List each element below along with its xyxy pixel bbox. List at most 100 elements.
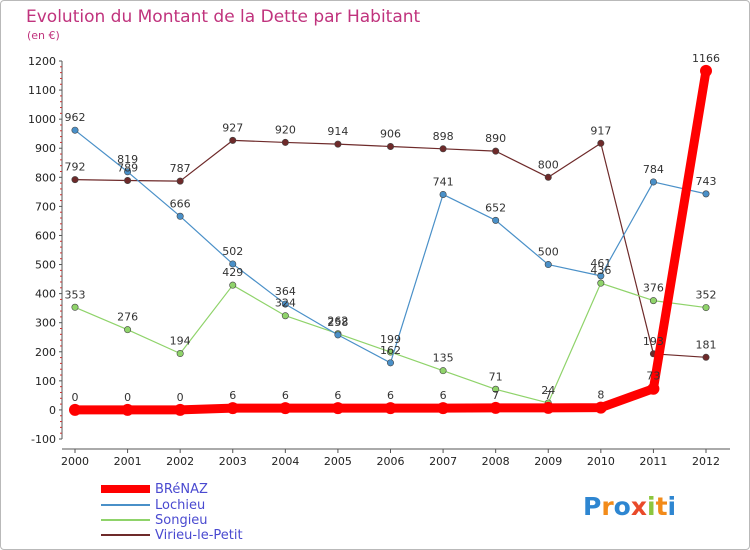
x-tick-label: 2009 [534, 455, 562, 468]
series-point [597, 139, 605, 147]
data-label: 787 [170, 162, 191, 175]
data-label: 73 [646, 370, 660, 383]
x-tick-label: 2012 [692, 455, 720, 468]
legend-label: Lochieu [155, 498, 205, 513]
series-point [124, 177, 132, 185]
series-point [492, 385, 500, 393]
data-label: 500 [538, 246, 559, 259]
y-tick-label: 1200 [28, 55, 56, 68]
series-point [124, 168, 132, 176]
series-point [71, 303, 79, 311]
data-label: 376 [643, 282, 664, 295]
series-point [492, 216, 500, 224]
series-point [121, 403, 134, 416]
y-tick-label: -100 [31, 433, 56, 446]
data-label: 199 [380, 333, 401, 346]
series-point [226, 402, 239, 415]
series-point [597, 272, 605, 280]
data-label: 962 [65, 111, 86, 124]
logo-letter: P [583, 492, 601, 521]
data-label: 262 [327, 315, 348, 328]
series-point [386, 359, 394, 367]
series-point [334, 140, 342, 148]
series-point [489, 401, 502, 414]
data-label: 927 [222, 121, 243, 134]
y-tick-label: 1000 [28, 113, 56, 126]
data-label: 0 [177, 391, 184, 404]
series-layer [69, 64, 712, 416]
series-point [331, 402, 344, 415]
data-label: 6 [440, 389, 447, 402]
x-tick-label: 2010 [587, 455, 615, 468]
series-point [702, 304, 710, 312]
data-label: 461 [590, 257, 611, 270]
logo-letter: r [601, 492, 614, 521]
series-point [437, 402, 450, 415]
series-point [281, 300, 289, 308]
series-point [71, 126, 79, 134]
data-label: 6 [334, 389, 341, 402]
data-label: 652 [485, 201, 506, 214]
series-point [281, 138, 289, 146]
x-tick-label: 2000 [61, 455, 89, 468]
data-label: 71 [489, 370, 503, 383]
data-label: 0 [72, 391, 79, 404]
proxiti-logo: Proxiti [583, 492, 676, 521]
series-point [702, 190, 710, 198]
series-point [542, 401, 555, 414]
data-label: 741 [433, 175, 454, 188]
legend-label: Songieu [155, 513, 208, 528]
data-label: 898 [433, 130, 454, 143]
series-point [71, 176, 79, 184]
data-label: 743 [696, 175, 717, 188]
axes: -100010020030040050060070080090010001100… [28, 55, 730, 468]
data-label: 666 [170, 197, 191, 210]
data-label: 24 [541, 384, 555, 397]
data-label: 162 [380, 344, 401, 357]
logo-letter: x [631, 492, 647, 521]
svg-text:Proxiti: Proxiti [583, 492, 676, 521]
y-tick-label: 600 [35, 229, 56, 242]
data-label: 364 [275, 285, 296, 298]
series-point [174, 403, 187, 416]
series-point [544, 173, 552, 181]
data-label: 1166 [692, 52, 720, 65]
series-point [229, 136, 237, 144]
series-point [69, 403, 81, 416]
series-point [176, 177, 184, 185]
data-label: 194 [170, 335, 191, 348]
series-point [439, 367, 447, 375]
y-tick-label: 0 [49, 404, 56, 417]
series-point [176, 212, 184, 220]
x-tick-label: 2008 [482, 455, 510, 468]
data-label: 181 [696, 338, 717, 351]
series-point [279, 402, 292, 415]
legend-label: BRéNAZ [155, 482, 208, 497]
series-point [492, 147, 500, 155]
data-label: 920 [275, 123, 296, 136]
logo-letter: t [656, 492, 668, 521]
series-point [700, 64, 712, 77]
x-tick-label: 2007 [429, 455, 457, 468]
x-tick-label: 2005 [324, 455, 352, 468]
chart-subtitle: (en €) [27, 29, 60, 42]
data-label: 789 [117, 162, 138, 175]
data-label: 193 [643, 335, 664, 348]
series-point [649, 297, 657, 305]
logo-letter: i [647, 492, 656, 521]
x-tick-label: 2004 [271, 455, 299, 468]
data-label: 0 [124, 391, 131, 404]
series-point [229, 281, 237, 289]
y-tick-label: 300 [35, 317, 56, 330]
y-tick-label: 700 [35, 200, 56, 213]
data-label: 324 [275, 297, 296, 310]
data-label: 914 [327, 125, 348, 138]
data-label: 917 [590, 124, 611, 137]
data-label: 906 [380, 127, 401, 140]
y-tick-label: 900 [35, 142, 56, 155]
data-label: 819 [117, 153, 138, 166]
series-point [124, 326, 132, 334]
logo-letter: o [614, 492, 631, 521]
x-tick-label: 2002 [166, 455, 194, 468]
